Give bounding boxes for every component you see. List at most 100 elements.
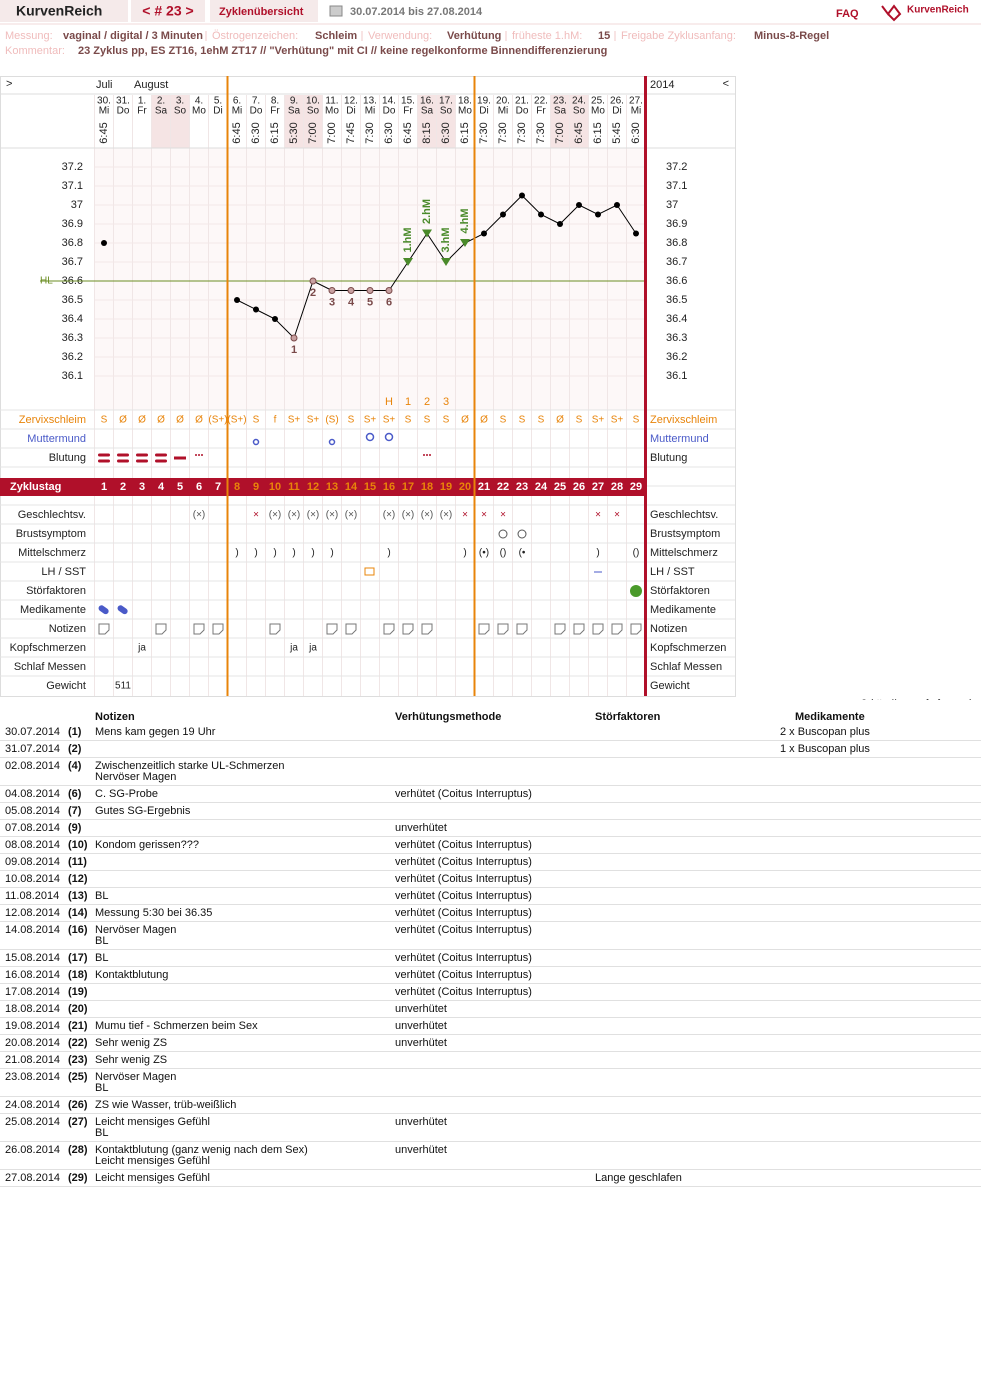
row-num: (11) [68, 856, 87, 868]
date: 22. [534, 96, 548, 107]
row-method: verhütet (Coitus Interruptus) [395, 839, 532, 851]
cycle-day: 19 [440, 481, 452, 493]
y-tick-label: 36.5 [666, 294, 687, 306]
cell: ) [330, 548, 333, 559]
cell: (S+) [227, 415, 246, 426]
row-method: verhütet (Coitus Interruptus) [395, 890, 532, 902]
temp-point [519, 192, 525, 199]
low-point [328, 287, 336, 294]
row-label: Kopfschmerzen [650, 642, 726, 654]
temp-point [595, 211, 601, 218]
cell: Ø [138, 415, 146, 426]
row-rule [0, 1017, 981, 1018]
row-num: (16) [68, 924, 88, 936]
row-method: unverhütet [395, 1037, 447, 1049]
info-value: 15 [598, 30, 610, 42]
row-note: Sehr wenig ZS [95, 1054, 168, 1066]
cell: (×) [307, 510, 320, 521]
info-label: Östrogenzeichen: [212, 30, 298, 42]
spotting-icon [423, 454, 425, 456]
time: 6:30 [630, 122, 642, 143]
hm-marker [441, 258, 451, 266]
weekday: Do [117, 106, 130, 117]
row-method: verhütet (Coitus Interruptus) [395, 969, 532, 981]
tab-box [210, 0, 318, 22]
info-label: Messung: [5, 30, 53, 42]
cell: ja [289, 643, 298, 654]
row-num: (14) [68, 907, 88, 919]
cell: S+ [364, 415, 377, 426]
date: 5. [214, 96, 222, 107]
bleeding-icon [155, 459, 167, 463]
note-icon [516, 623, 528, 635]
low-point [309, 277, 317, 285]
weekend-shade [284, 95, 304, 148]
note-icon [421, 623, 433, 635]
row-num: (12) [68, 873, 88, 885]
row-label: Mittelschmerz [18, 547, 86, 559]
y-tick-label: 36.9 [62, 218, 83, 230]
row-label: Kopfschmerzen [10, 642, 86, 654]
cell: S+ [592, 415, 605, 426]
row-date: 26.08.2014 [5, 1144, 61, 1156]
column-header: Verhütungsmethode [395, 711, 502, 723]
lh-icon [364, 567, 375, 576]
cell: ja [308, 643, 317, 654]
row-note: Leicht mensiges Gefühl [95, 1172, 210, 1184]
weekday: Sa [421, 106, 434, 117]
cell: () [633, 548, 640, 559]
row-method: unverhütet [395, 1144, 447, 1156]
row-date: 27.08.2014 [5, 1172, 61, 1184]
y-tick-label: 36.8 [666, 237, 687, 249]
tab: Zyklenübersicht [219, 6, 304, 18]
cycle-day: 6 [196, 481, 202, 493]
row-rule [0, 904, 981, 905]
row-rule [0, 870, 981, 871]
row-note: ZS wie Wasser, trüb-weißlich [95, 1099, 237, 1111]
row-note: Nervöser Magen [95, 1071, 177, 1083]
cycle-day: 22 [497, 481, 509, 493]
row-label: Medikamente [650, 604, 716, 616]
brand: KurvenReich [16, 3, 102, 19]
row-label: Notizen [49, 623, 86, 635]
cell: (×) [440, 510, 453, 521]
cell: Ø [195, 415, 203, 426]
weekend-shade [550, 95, 570, 148]
row-num: (13) [68, 890, 88, 902]
column-header: Medikamente [795, 711, 865, 723]
row-disturbance: Lange geschlafen [595, 1172, 682, 1184]
cell: (×) [402, 510, 415, 521]
medication-icon [117, 605, 128, 615]
cycle-day: 29 [630, 481, 642, 493]
date: 4. [195, 96, 203, 107]
weekday: Sa [288, 106, 301, 117]
comment-value: 23 Zyklus pp, ES ZT16, 1ehM ZT17 // "Ver… [78, 45, 607, 57]
row-date: 16.08.2014 [5, 969, 61, 981]
temp-point [272, 316, 278, 322]
month-label: August [134, 79, 168, 91]
y-tick-label: 36.5 [62, 294, 83, 306]
cycle-day: 8 [234, 481, 240, 493]
spotting-icon [195, 454, 197, 456]
faq: FAQ [836, 8, 859, 20]
cervix-icon [365, 432, 375, 442]
row-rule [0, 1096, 981, 1097]
y-tick-label: 36.1 [666, 370, 687, 382]
y-tick-label: 36.6 [666, 275, 687, 287]
spotting-icon [426, 454, 428, 456]
date: 27. [629, 96, 643, 107]
comment-label: Kommentar: [5, 45, 65, 57]
cell: (×) [269, 510, 282, 521]
peak-label: 3 [443, 396, 449, 408]
time: 6:15 [459, 122, 471, 143]
note-icon [630, 623, 642, 635]
cycle-day: 25 [554, 481, 566, 493]
row-method: unverhütet [395, 1003, 447, 1015]
brand-box [0, 0, 128, 22]
y-tick-label: 37.1 [666, 180, 687, 192]
bleeding-icon [117, 453, 129, 457]
cell: S [576, 415, 583, 426]
weekday: Mo [458, 106, 472, 117]
row-method: unverhütet [395, 1020, 447, 1032]
row-label: LH / SST [41, 566, 86, 578]
